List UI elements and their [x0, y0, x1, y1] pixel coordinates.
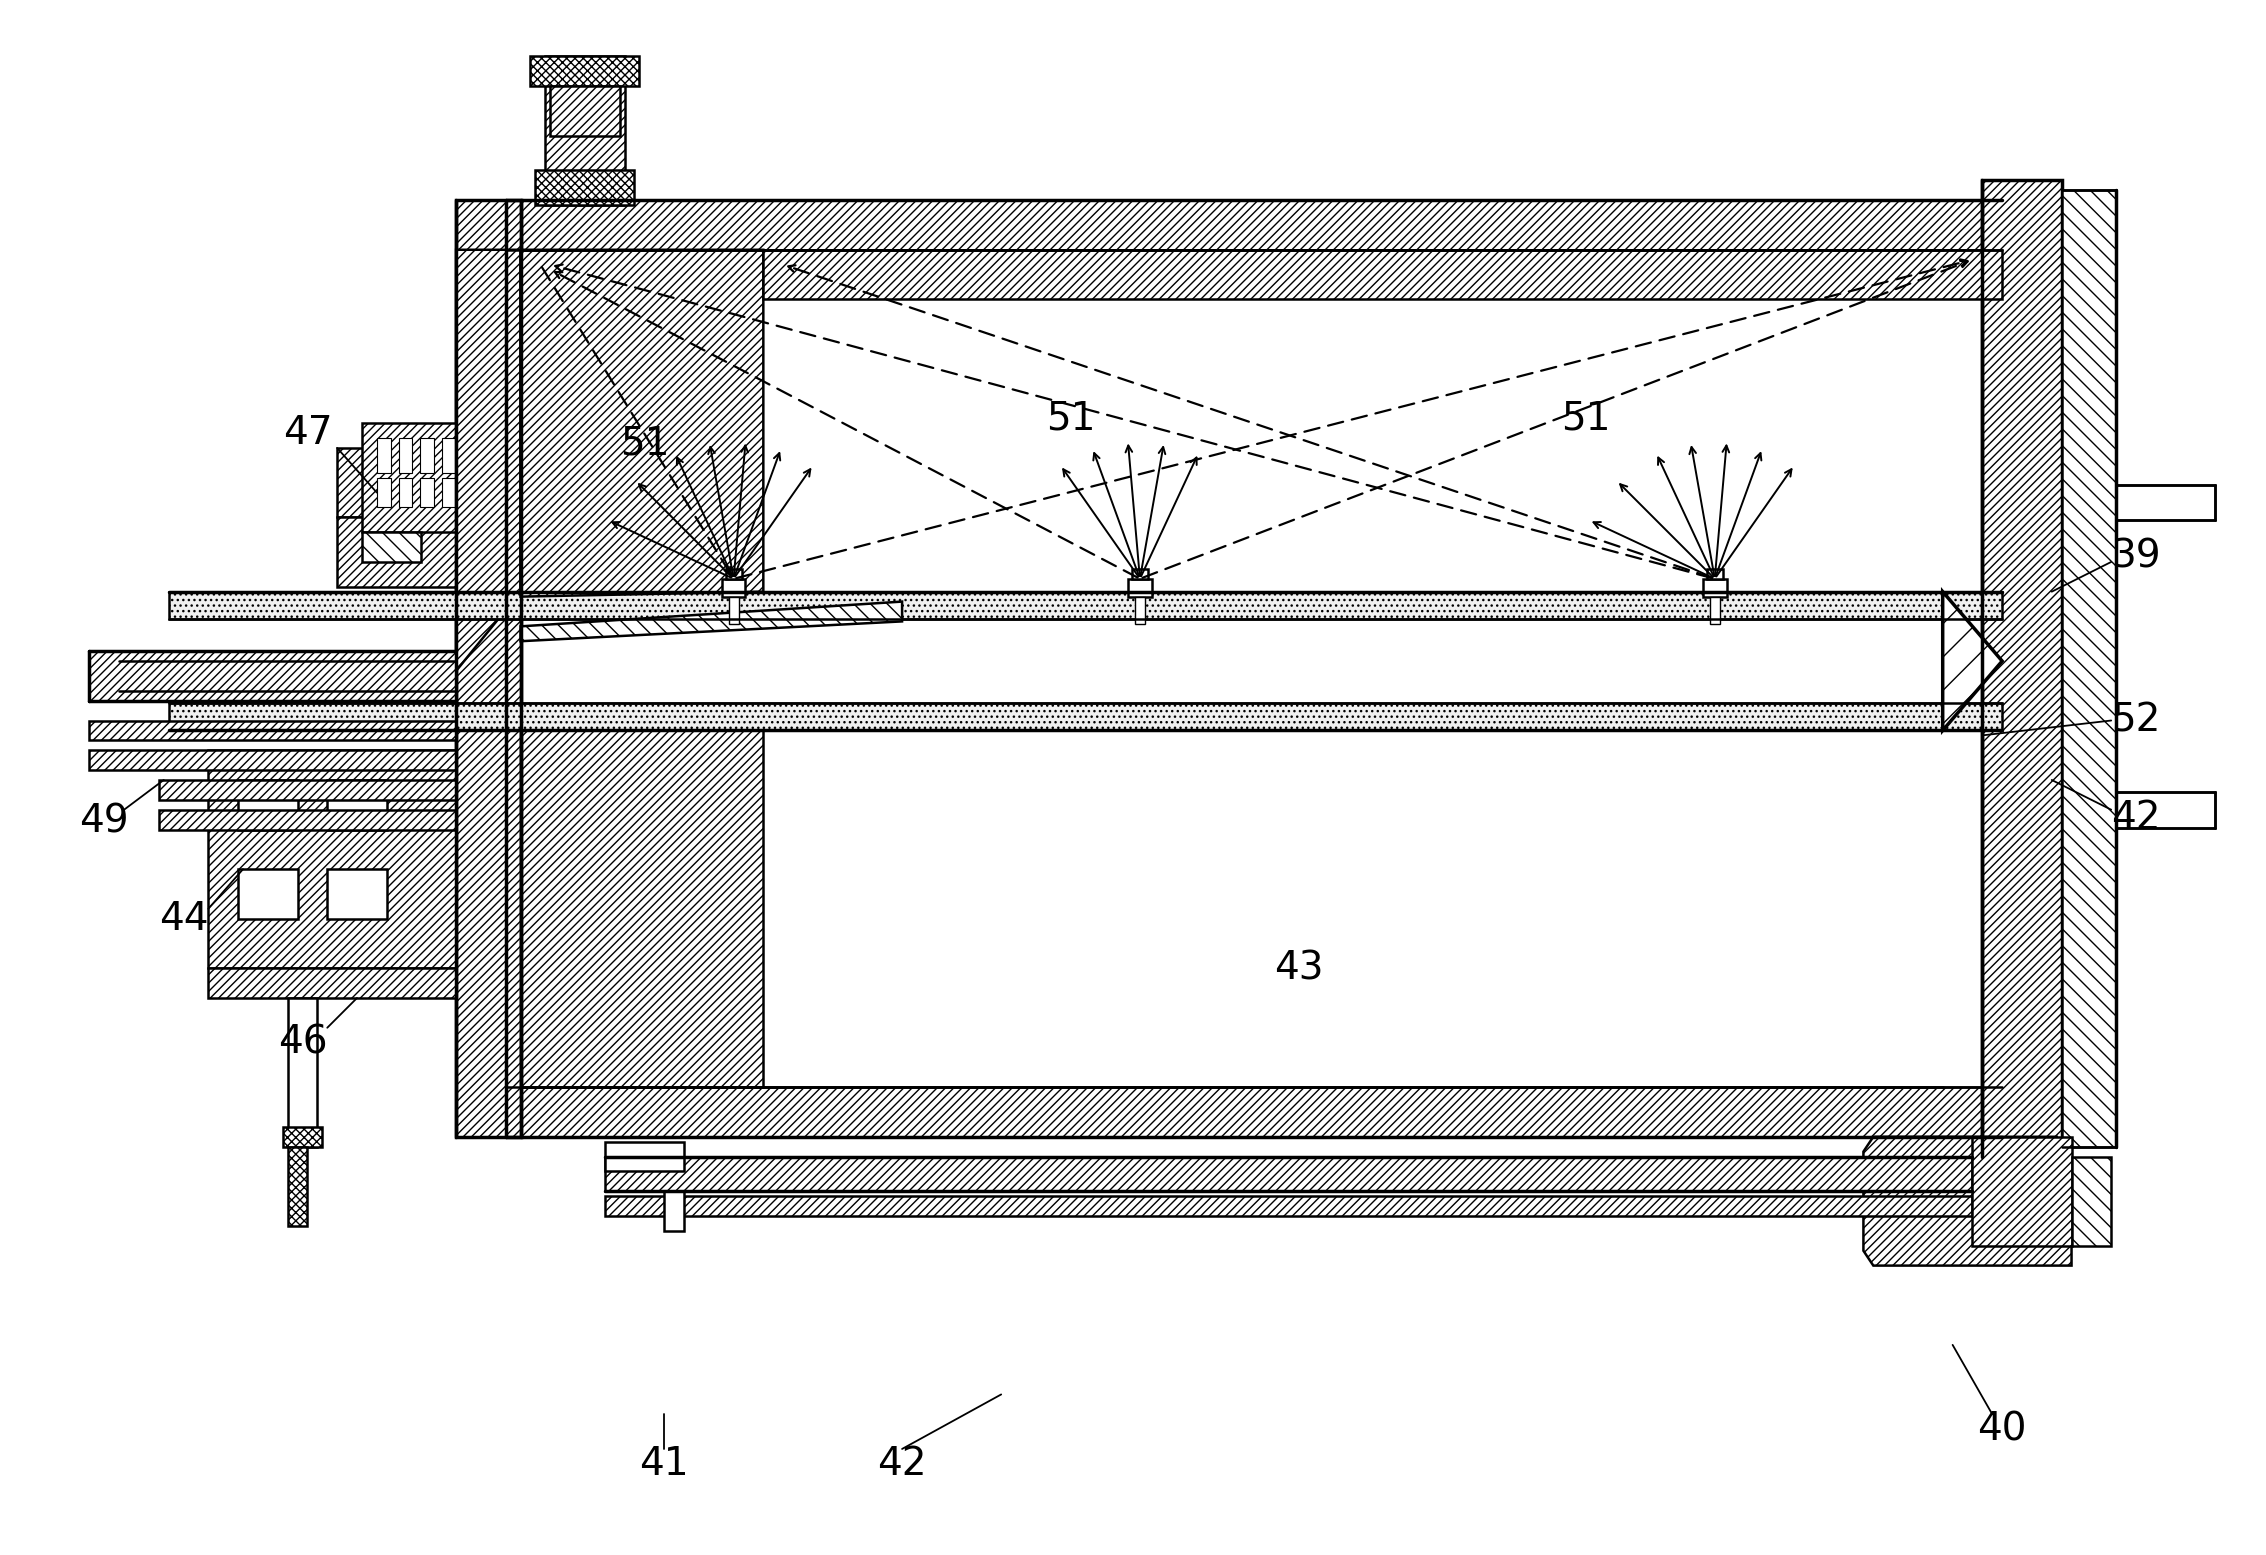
- Bar: [208, 750, 455, 969]
- Bar: [399, 477, 412, 507]
- Bar: [764, 250, 2003, 299]
- Text: 40: 40: [1978, 1410, 2026, 1448]
- Bar: [1706, 569, 1722, 578]
- Text: 47: 47: [283, 414, 333, 453]
- Bar: [421, 439, 435, 473]
- Bar: [521, 250, 1942, 591]
- Bar: [605, 1196, 1971, 1216]
- Bar: [1711, 597, 1720, 625]
- Bar: [338, 448, 521, 518]
- Bar: [288, 1146, 308, 1225]
- Polygon shape: [338, 250, 521, 586]
- Text: 52: 52: [2112, 701, 2162, 740]
- Bar: [421, 477, 435, 507]
- Text: 44: 44: [159, 900, 208, 938]
- Bar: [208, 969, 455, 998]
- Bar: [764, 731, 2003, 1087]
- Text: 51: 51: [619, 425, 668, 462]
- Bar: [546, 56, 625, 205]
- Text: 39: 39: [2112, 538, 2162, 575]
- Bar: [159, 781, 455, 799]
- Polygon shape: [1942, 591, 2003, 731]
- Bar: [664, 1191, 684, 1232]
- Bar: [721, 578, 746, 597]
- Text: 51: 51: [1047, 400, 1094, 437]
- Bar: [1971, 1137, 2071, 1246]
- Bar: [88, 652, 455, 701]
- Polygon shape: [1863, 1137, 2071, 1266]
- Bar: [88, 750, 455, 770]
- Text: 46: 46: [279, 1023, 326, 1062]
- Polygon shape: [521, 543, 705, 591]
- Polygon shape: [521, 250, 764, 597]
- Text: 43: 43: [1273, 949, 1323, 987]
- Bar: [505, 1087, 2003, 1137]
- Bar: [535, 171, 634, 205]
- Bar: [238, 781, 297, 829]
- Bar: [605, 1141, 684, 1171]
- Bar: [376, 477, 390, 507]
- Text: 41: 41: [639, 1445, 689, 1483]
- Bar: [363, 423, 492, 532]
- Bar: [521, 731, 1942, 1087]
- Text: 42: 42: [877, 1445, 927, 1483]
- Bar: [1702, 578, 1727, 597]
- Bar: [1133, 569, 1149, 578]
- Bar: [283, 1127, 322, 1146]
- Bar: [551, 86, 619, 135]
- Bar: [363, 532, 421, 561]
- Bar: [442, 477, 455, 507]
- Bar: [725, 569, 741, 578]
- Text: 49: 49: [79, 802, 129, 841]
- Bar: [2071, 1157, 2112, 1246]
- Bar: [1128, 578, 1151, 597]
- Bar: [505, 250, 2003, 1087]
- Bar: [376, 439, 390, 473]
- Bar: [605, 1157, 1971, 1191]
- Polygon shape: [521, 731, 764, 1087]
- Bar: [730, 597, 739, 625]
- Bar: [326, 781, 387, 829]
- Bar: [2116, 791, 2216, 827]
- Bar: [465, 477, 478, 507]
- Bar: [88, 720, 455, 740]
- Bar: [442, 439, 455, 473]
- Bar: [2116, 485, 2216, 521]
- Bar: [455, 201, 521, 1137]
- Bar: [326, 869, 387, 919]
- Bar: [505, 201, 2003, 250]
- Bar: [168, 591, 2003, 619]
- Bar: [399, 439, 412, 473]
- Bar: [288, 998, 317, 1146]
- Text: 51: 51: [1561, 400, 1611, 437]
- Polygon shape: [521, 602, 902, 641]
- Bar: [1983, 180, 2062, 1157]
- Bar: [2062, 190, 2116, 1146]
- Bar: [238, 869, 297, 919]
- Bar: [168, 703, 2003, 731]
- Bar: [159, 810, 455, 829]
- Polygon shape: [455, 250, 521, 670]
- Bar: [465, 439, 478, 473]
- Bar: [1135, 597, 1144, 625]
- Bar: [530, 56, 639, 86]
- Text: 42: 42: [2112, 799, 2162, 837]
